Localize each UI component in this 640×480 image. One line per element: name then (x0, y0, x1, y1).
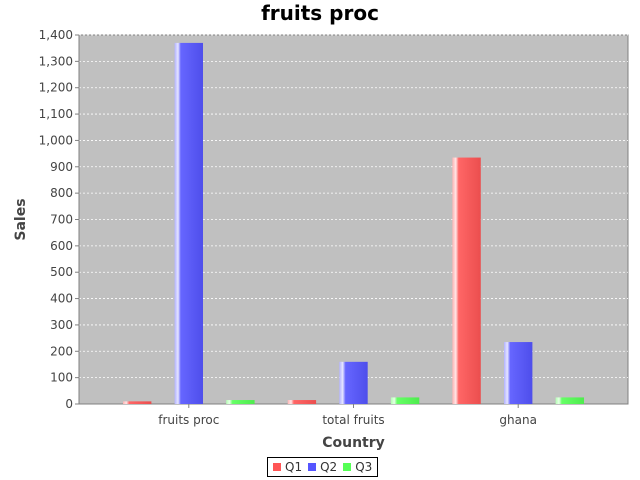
y-tick-label: 1,400 (39, 28, 73, 42)
chart-title: fruits proc (261, 1, 379, 25)
y-tick-label: 700 (50, 213, 73, 227)
y-tick-label: 100 (50, 371, 73, 385)
legend-swatch-q3 (343, 463, 352, 471)
legend: Q1 Q2 Q3 (267, 457, 379, 477)
bar-q1-2 (452, 157, 481, 404)
y-tick-label: 800 (50, 186, 73, 200)
bar-q3-0 (226, 400, 255, 404)
bar-q1-1 (287, 400, 317, 404)
legend-swatch-q2 (308, 463, 317, 471)
y-tick-label: 0 (65, 397, 73, 411)
legend-item-q3: Q3 (343, 460, 372, 474)
bar-q2-2 (504, 342, 533, 404)
y-axis-label: Sales (13, 198, 29, 240)
bar-q1-0 (123, 401, 152, 404)
y-tick-label: 200 (50, 344, 73, 358)
y-tick-label: 600 (50, 239, 73, 253)
plot-area (78, 34, 629, 405)
bar-q3-2 (555, 397, 584, 404)
y-tick-label: 1,200 (39, 81, 73, 95)
x-tick-label: total fruits (322, 413, 384, 427)
y-tick-label: 900 (50, 160, 73, 174)
legend-swatch-q1 (273, 463, 281, 471)
legend-item-q2: Q2 (308, 460, 337, 474)
legend-item-q1: Q1 (273, 460, 302, 474)
y-tick-label: 1,000 (39, 133, 73, 147)
y-tick-label: 400 (50, 292, 73, 306)
bar-q2-1 (339, 361, 368, 404)
legend-label-q1: Q1 (285, 460, 303, 474)
x-tick-label: fruits proc (158, 413, 219, 427)
x-axis-label: Country (322, 435, 385, 451)
legend-label-q2: Q2 (320, 460, 338, 474)
bar-q3-1 (390, 397, 420, 404)
y-tick-label: 500 (50, 265, 73, 279)
bar-q2-0 (174, 42, 203, 405)
y-tick-label: 1,100 (39, 107, 73, 121)
legend-label-q3: Q3 (355, 460, 373, 474)
y-tick-label: 1,300 (39, 54, 73, 68)
x-tick-label: ghana (499, 413, 537, 427)
y-tick-label: 300 (50, 318, 73, 332)
